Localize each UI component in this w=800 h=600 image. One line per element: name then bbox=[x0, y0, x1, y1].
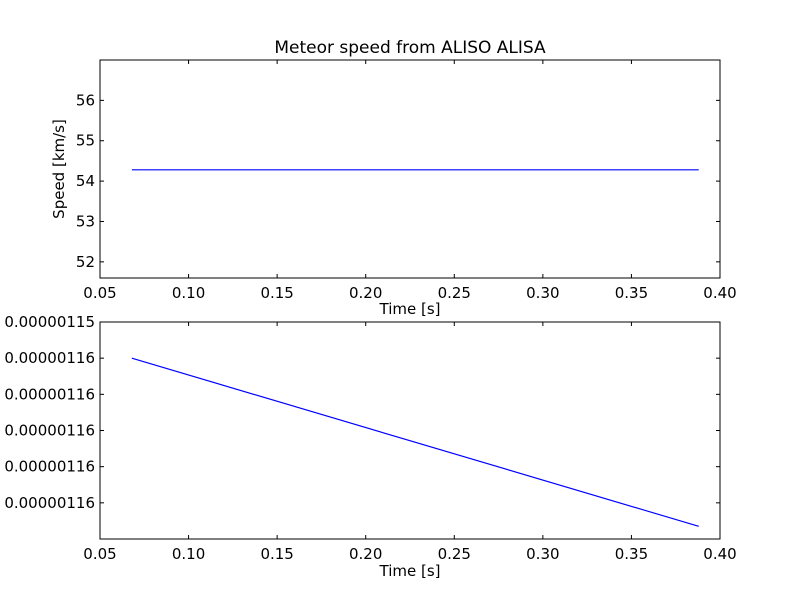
bottom-x-tick-label: 0.25 bbox=[438, 545, 471, 563]
speed-y-tick-label: 55 bbox=[76, 132, 95, 150]
bottom-x-tick-label: 0.05 bbox=[83, 545, 116, 563]
speed-x-tick-label: 0.30 bbox=[526, 284, 559, 302]
speed-y-tick-label: 56 bbox=[76, 91, 95, 109]
speed-chart-title: Meteor speed from ALISO ALISA bbox=[274, 38, 546, 58]
speed-plot-frame bbox=[99, 59, 721, 279]
bottom-y-tick-label: 0.00000116 bbox=[4, 458, 95, 476]
speed-x-axis-label: Time [s] bbox=[379, 300, 441, 318]
speed-x-tick-label: 0.40 bbox=[703, 284, 736, 302]
speed-y-tick-label: 52 bbox=[76, 253, 95, 271]
speed-x-tick-label: 0.25 bbox=[438, 284, 471, 302]
speed-y-axis-label: Speed [km/s] bbox=[50, 119, 68, 219]
speed-x-tick-label: 0.05 bbox=[83, 284, 116, 302]
speed-x-tick-label: 0.15 bbox=[260, 284, 293, 302]
bottom-y-tick-label: 0.00000116 bbox=[4, 422, 95, 440]
bottom-series-lines bbox=[131, 357, 699, 527]
bottom-x-tick-label: 0.15 bbox=[260, 545, 293, 563]
bottom-x-tick-label: 0.20 bbox=[349, 545, 382, 563]
speed-x-tick-label: 0.35 bbox=[615, 284, 648, 302]
speed-y-tick-label: 53 bbox=[76, 212, 95, 230]
bottom-x-tick-label: 0.40 bbox=[703, 545, 736, 563]
speed-ticks: 0.05 0.10 0.15 0.20 0.25 0.30 0.35 0.40 52 53 54 55… bbox=[76, 60, 737, 302]
speed-y-tick-label: 54 bbox=[76, 172, 95, 190]
bottom-y-tick-label: 0.00000116 bbox=[4, 385, 95, 403]
bottom-subplot: 0.05 0.10 0.15 0.20 0.25 0.30 0.35 0.40 0.000001… bbox=[4, 313, 736, 580]
bottom-series-line bbox=[131, 357, 699, 527]
bottom-x-tick-label: 0.30 bbox=[526, 545, 559, 563]
bottom-y-tick-label: 0.00000116 bbox=[4, 494, 95, 512]
speed-x-tick-label: 0.20 bbox=[349, 284, 382, 302]
bottom-x-tick-label: 0.10 bbox=[172, 545, 205, 563]
bottom-x-tick-label: 0.35 bbox=[615, 545, 648, 563]
bottom-y-tick-label: 0.00000115 bbox=[4, 313, 95, 331]
bottom-x-axis-label: Time [s] bbox=[379, 562, 441, 580]
speed-x-tick-label: 0.10 bbox=[172, 284, 205, 302]
bottom-y-tick-label: 0.00000116 bbox=[4, 349, 95, 367]
speed-subplot: Meteor speed from ALISO ALISA 0.05 0.10 0.… bbox=[50, 38, 737, 318]
bottom-ticks: 0.05 0.10 0.15 0.20 0.25 0.30 0.35 0.40 0.000001… bbox=[4, 313, 736, 563]
